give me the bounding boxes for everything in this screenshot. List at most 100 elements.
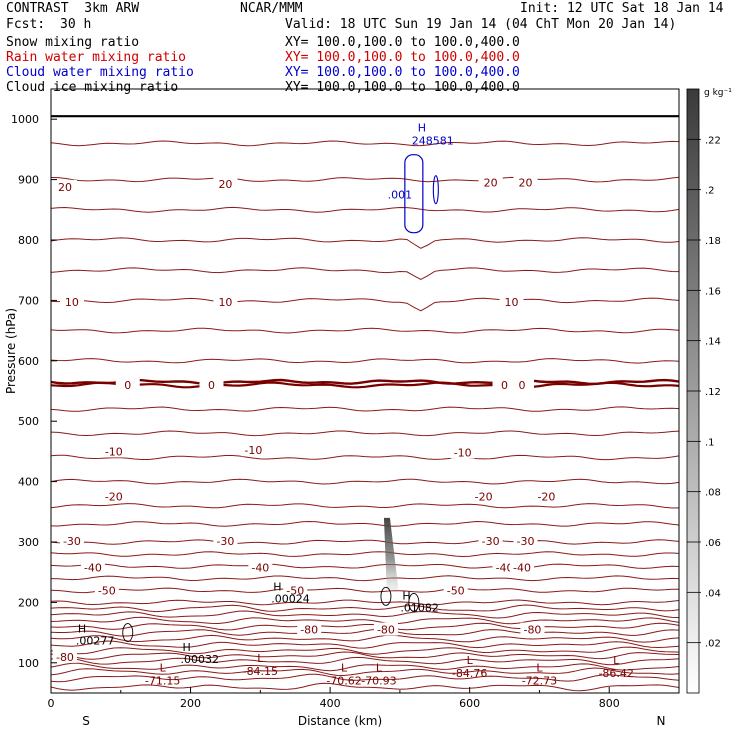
- colorbar-tick-label: .2: [705, 186, 715, 197]
- contour-label-bg: [478, 533, 503, 547]
- contour-label: 10: [218, 296, 232, 309]
- cloud-water-contour: [404, 154, 424, 234]
- contour-label-bg: [513, 175, 538, 189]
- temperature-contour: [51, 520, 679, 527]
- colorbar-tick-label: .08: [705, 488, 721, 499]
- contour-label: 10: [505, 296, 519, 309]
- temperature-contour: [51, 406, 679, 412]
- temperature-contour: [51, 176, 679, 183]
- forecast-value: 30 h: [60, 17, 92, 32]
- temperature-min-marker: L: [376, 662, 383, 675]
- legend-field-xy: XY= 100.0,100.0 to 100.0,400.0: [285, 50, 520, 65]
- contour-label: 20: [218, 178, 232, 191]
- temperature-contour: [51, 610, 679, 619]
- temperature-contour: [51, 551, 679, 558]
- snow-max-marker: H: [273, 580, 281, 593]
- init-time: Init: 12 UTC Sat 18 Jan 14: [520, 1, 724, 16]
- temperature-contour: [51, 616, 679, 625]
- contour-label-bg: [373, 622, 398, 636]
- y-tick-label: 700: [18, 294, 39, 307]
- snow-max-marker: H: [78, 623, 86, 636]
- contour-label: 20: [58, 181, 72, 194]
- x-tick-label: 600: [459, 697, 480, 710]
- temperature-contour: [51, 587, 679, 594]
- contour-label: -80: [523, 624, 541, 637]
- temperature-contour: [51, 628, 679, 637]
- contour-label-bg: [52, 649, 77, 663]
- legend-field-name: Rain water mixing ratio: [6, 50, 187, 65]
- temperature-contour: [51, 140, 679, 147]
- cloud-water-max-value: 248581: [412, 134, 454, 147]
- snow-max-marker: H: [402, 589, 410, 602]
- temperature-contour: [51, 599, 679, 606]
- temperature-contour: [51, 622, 679, 631]
- x-tick-label: 200: [180, 697, 201, 710]
- contour-label: -40: [513, 561, 531, 574]
- y-tick-label: 300: [18, 536, 39, 549]
- y-tick-label: 500: [18, 415, 39, 428]
- snow-max-marker: H: [183, 641, 191, 654]
- contour-label: -20: [537, 491, 555, 504]
- snow-contour: [408, 592, 420, 612]
- contour-label-bg: [443, 583, 468, 597]
- contour-label: -80: [300, 624, 318, 637]
- colorbar-tick-label: .14: [705, 337, 721, 348]
- temperature-min-marker: L: [536, 662, 543, 675]
- temperature-contour: [51, 539, 679, 545]
- x-axis-title: Distance (km): [298, 714, 382, 728]
- temperature-contour: [51, 327, 679, 334]
- temperature-min-marker: L: [160, 662, 167, 675]
- temperature-min-marker: L: [613, 654, 620, 667]
- y-tick-label: 600: [18, 355, 39, 368]
- section-end-label: N: [657, 714, 666, 728]
- contour-label-bg: [478, 175, 503, 189]
- freezing-level-contour: [51, 378, 679, 386]
- y-tick-label: 900: [18, 174, 39, 187]
- contour-label: -40: [84, 561, 102, 574]
- temperature-contour: [51, 237, 679, 249]
- temperature-contour: [51, 634, 679, 643]
- temperature-contour: [51, 381, 679, 389]
- legend-field-name: Cloud ice mixing ratio: [6, 80, 179, 95]
- contour-label-bg: [101, 489, 126, 503]
- contour-label-bg: [52, 179, 77, 193]
- temperature-contour: [51, 604, 679, 613]
- contour-label: -50: [286, 584, 304, 597]
- snow-max-value: .00277: [76, 635, 115, 648]
- contour-label: -10: [105, 445, 123, 458]
- contour-label: 20: [518, 177, 532, 190]
- forecast-label: Fcst:: [6, 17, 46, 32]
- y-tick-label: 1000: [11, 113, 39, 126]
- temperature-contour: [51, 667, 679, 677]
- contour-label-bg: [520, 622, 545, 636]
- temperature-contour: [51, 454, 679, 461]
- cloud-ice-shading: [383, 517, 399, 594]
- y-tick-label: 800: [18, 234, 39, 247]
- y-tick-label: 400: [18, 476, 39, 489]
- y-tick-label: 200: [18, 596, 39, 609]
- temperature-contour: [51, 682, 679, 692]
- contour-label: 20: [484, 177, 498, 190]
- plot-frame: [50, 88, 680, 694]
- contour-label: -80: [56, 651, 74, 664]
- contour-label-bg: [59, 533, 84, 547]
- contour-label-bg: [283, 583, 308, 597]
- colorbar-tick-label: .1: [705, 437, 715, 448]
- contour-label: -30: [482, 535, 500, 548]
- temperature-min-value: -86.42: [598, 667, 633, 680]
- colorbar-unit: g kg⁻¹: [704, 88, 732, 98]
- temperature-min-marker: L: [341, 662, 348, 675]
- cloud-water-max-marker: H: [418, 121, 426, 134]
- contour-label-bg: [241, 443, 266, 457]
- temperature-contour: [51, 656, 679, 666]
- contour-label: -50: [447, 584, 465, 597]
- temperature-contour: [51, 640, 679, 649]
- temperature-contour: [51, 206, 679, 213]
- x-tick-label: 800: [599, 697, 620, 710]
- cloud-water-contour-label: .001: [388, 189, 413, 202]
- colorbar-tick-label: .16: [705, 286, 721, 297]
- temperature-contour: [51, 575, 679, 582]
- temperature-contour: [51, 662, 679, 672]
- colorbar-tick-label: .22: [705, 135, 721, 146]
- temperature-min-value: -70.93: [361, 675, 396, 688]
